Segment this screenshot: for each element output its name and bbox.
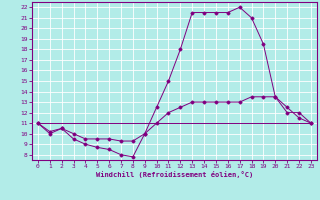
X-axis label: Windchill (Refroidissement éolien,°C): Windchill (Refroidissement éolien,°C) [96,171,253,178]
